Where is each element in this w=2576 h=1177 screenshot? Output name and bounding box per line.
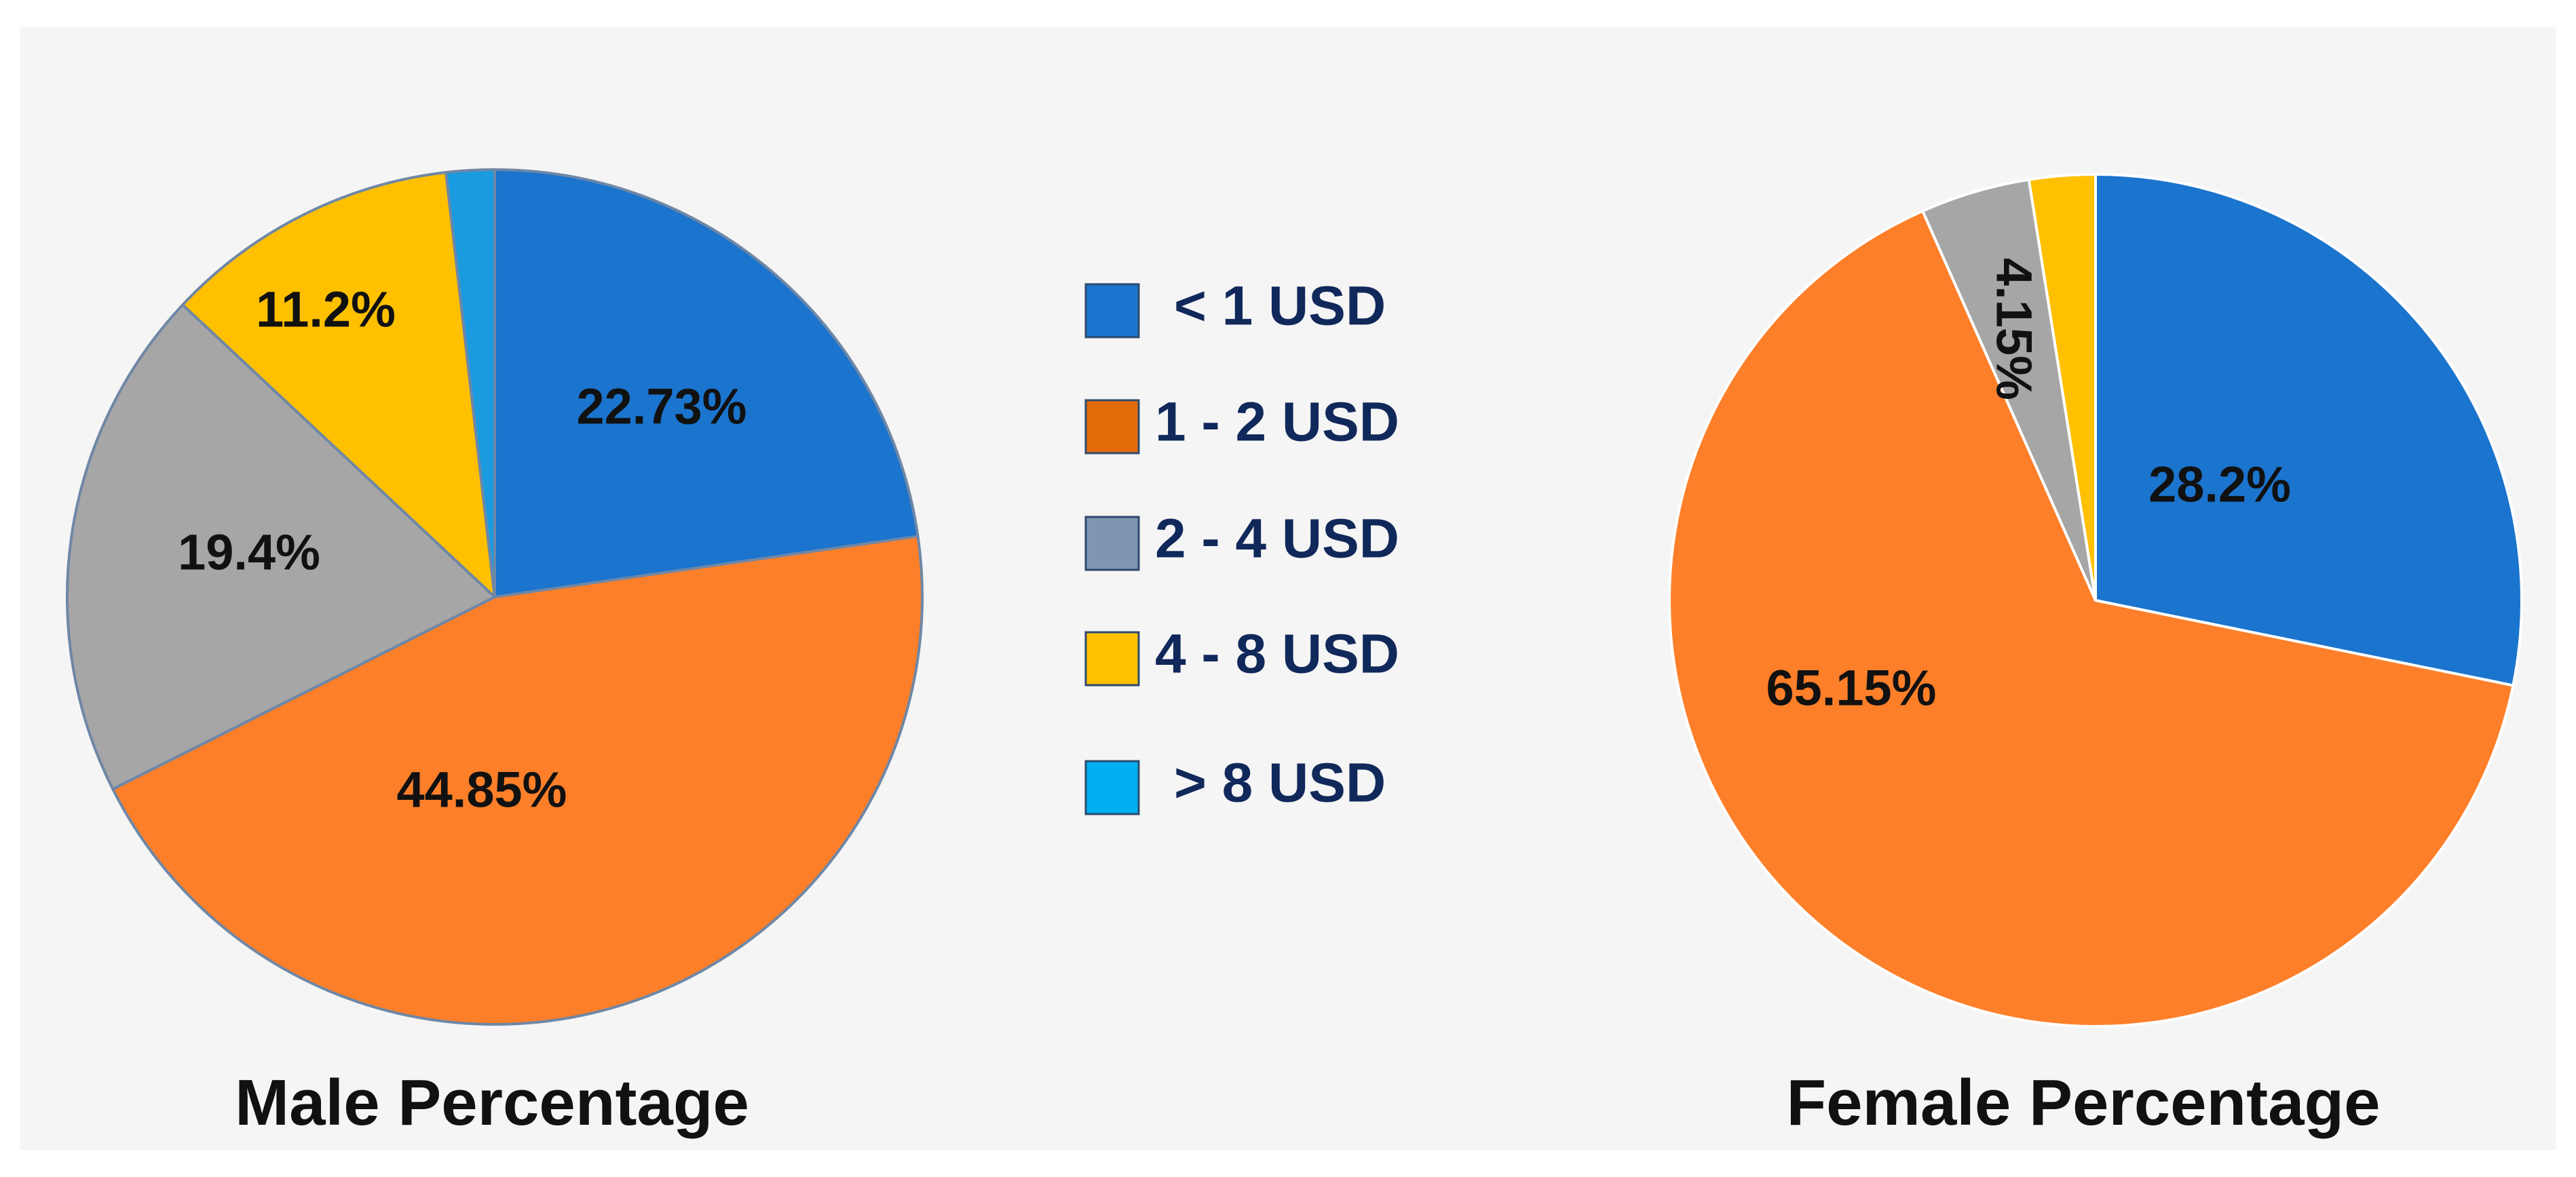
legend-label-lt-1-usd: < 1 USD xyxy=(1174,275,1386,337)
male-slice-gt-8-usd xyxy=(444,168,496,598)
female-chart-title: Female Percentage xyxy=(1786,1066,2380,1139)
pie-charts-svg: 22.73%44.85%19.4%11.2% 28.2%65.15%4.15% … xyxy=(66,168,2523,1139)
male-slice-label-4-8-usd: 11.2% xyxy=(256,282,396,338)
legend-label-4-8-usd: 4 - 8 USD xyxy=(1155,623,1399,685)
legend-label-gt-8-usd: > 8 USD xyxy=(1174,752,1386,814)
legend-swatch-4-8-usd xyxy=(1084,631,1140,687)
female-slice-1-2-usd xyxy=(1668,210,2515,1028)
male-slice-lt-1-usd xyxy=(493,168,920,598)
male-slice-2-4-usd xyxy=(66,303,496,791)
male-chart-title: Male Percentage xyxy=(235,1066,749,1139)
female-slice-lt-1-usd xyxy=(2094,173,2523,687)
male-slice-4-8-usd xyxy=(181,171,496,598)
female-slice-label-1-2-usd: 65.15% xyxy=(1766,660,1937,716)
legend-swatch-2-4-usd xyxy=(1084,516,1140,571)
legend-label-2-4-usd: 2 - 4 USD xyxy=(1155,508,1399,570)
figure-background: 22.73% 44.85% 19.4% 11.2% 28.2% 65.15% 4.15% … xyxy=(20,27,2556,1150)
male-pie-chart: 22.73% 44.85% 19.4% 11.2% xyxy=(66,168,924,1026)
legend-swatch-gt-8-usd xyxy=(1084,760,1140,815)
female-slice-label-2-4-usd: 4.15% xyxy=(1986,258,2042,400)
male-slice-label-1-2-usd: 44.85% xyxy=(397,762,567,818)
legend-swatch-lt-1-usd xyxy=(1084,283,1140,339)
male-slice-label-lt-1-usd: 22.73% xyxy=(577,379,747,435)
female-slice-4-8-usd xyxy=(2027,173,2097,602)
female-pie-chart: 28.2% 65.15% 4.15% xyxy=(1668,173,2523,1028)
legend: < 1 USD 1 - 2 USD 2 - 4 USD 4 - 8 USD > 8 US… xyxy=(1084,275,1399,815)
legend-label-1-2-usd: 1 - 2 USD xyxy=(1155,391,1399,453)
male-slice-label-2-4-usd: 19.4% xyxy=(178,524,320,581)
male-slice-1-2-usd xyxy=(111,535,924,1026)
legend-swatch-1-2-usd xyxy=(1084,399,1140,455)
female-slice-label-lt-1-usd: 28.2% xyxy=(2148,457,2291,513)
